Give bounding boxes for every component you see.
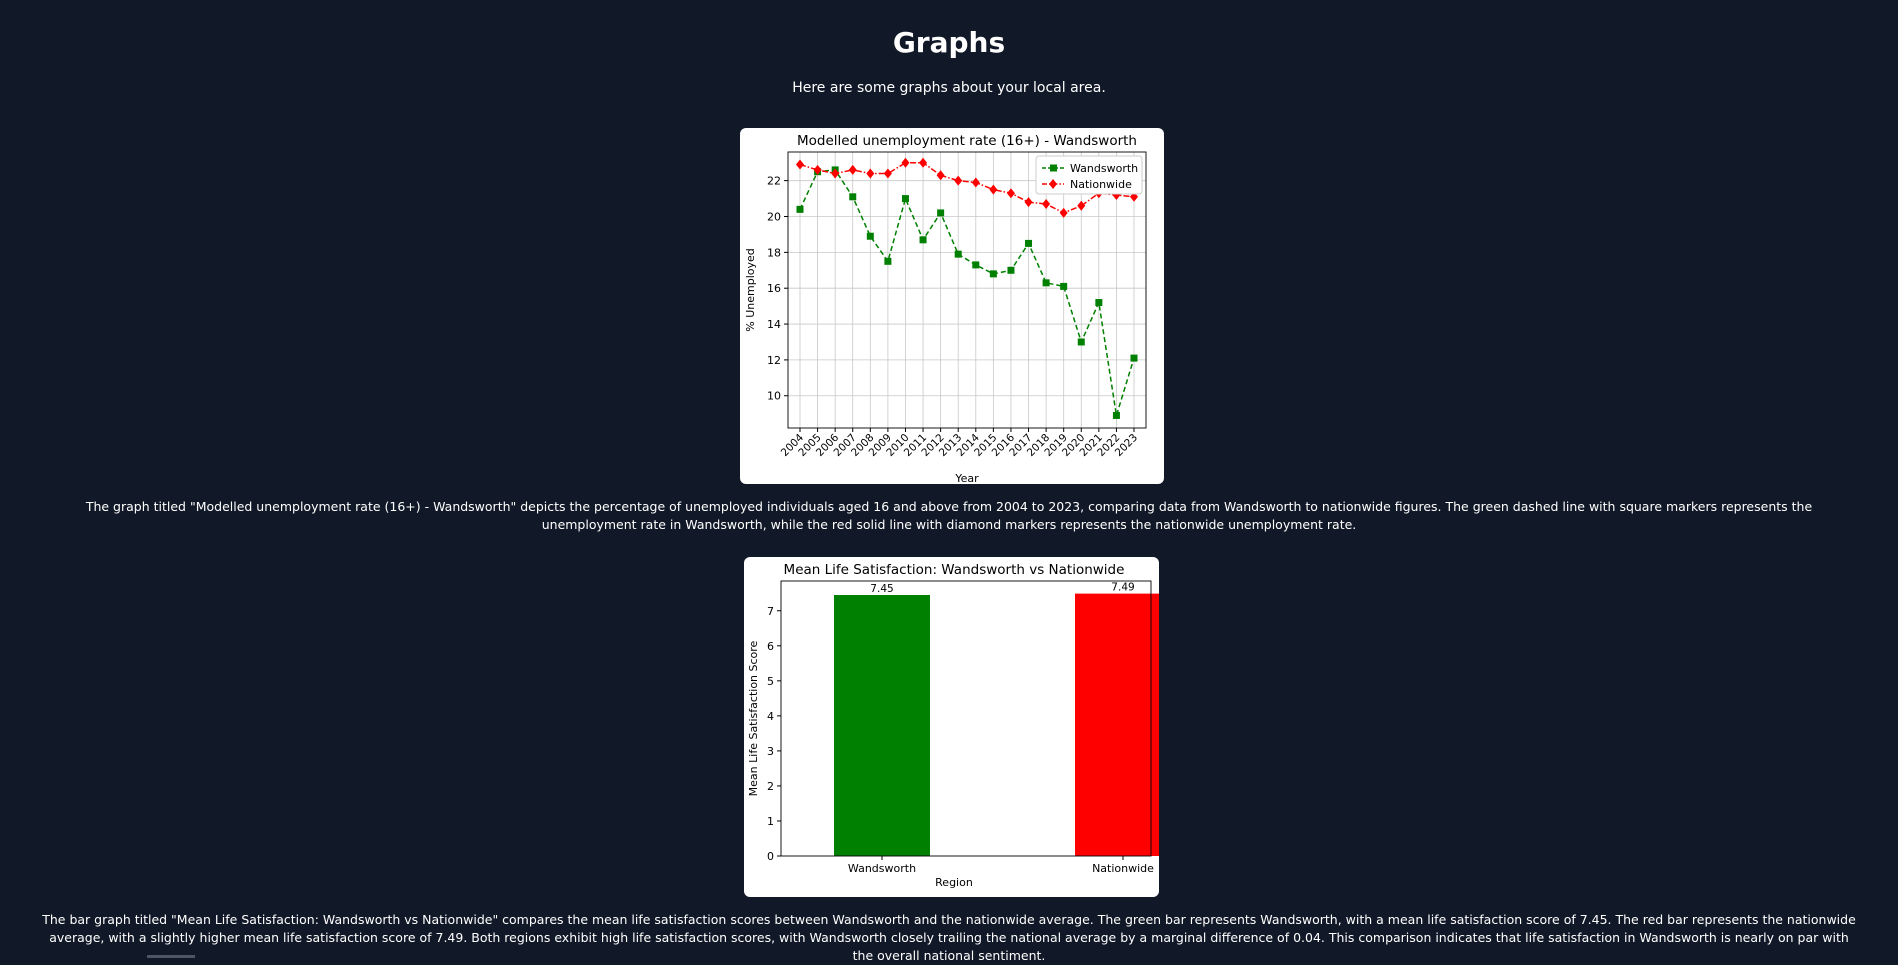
legend-marker-wandsworth [1050,164,1057,172]
y-tick-label: 16 [767,282,781,295]
legend-label-wandsworth: Wandsworth [1070,162,1138,175]
y-tick-label: 22 [767,175,781,188]
wandsworth-point [866,232,874,240]
unemployment-chart-description: The graph titled "Modelled unemployment … [85,499,1813,532]
wandsworth-point [1077,338,1085,346]
nationwide-point [971,177,980,188]
wandsworth-point [884,257,892,265]
y-axis-label: Mean Life Satisfaction Score [747,640,760,796]
chart-title: Modelled unemployment rate (16+) - Wands… [797,133,1137,149]
x-axis-label: Region [935,876,973,889]
nationwide-point [1006,188,1015,199]
nationwide-point [989,184,998,195]
nationwide-point [848,164,857,175]
nationwide-point [883,168,892,179]
legend-label-nationwide: Nationwide [1070,178,1132,191]
y-tick-label: 1 [767,815,774,828]
wandsworth-line [799,169,1135,416]
nationwide-point [813,164,822,175]
x-tick-label: Wandsworth [848,862,916,875]
nationwide-point [1130,191,1138,202]
legend-box [1035,155,1143,195]
life-satisfaction-chart-card: Mean Life Satisfaction: Wandsworth vs Na… [744,557,1159,897]
bar-wandsworth [834,595,930,856]
plot-frame [780,580,1152,857]
nationwide-point [1077,200,1086,211]
nationwide-point [901,157,910,168]
y-tick-label: 6 [767,640,774,653]
chart-title: Mean Life Satisfaction: Wandsworth vs Na… [784,562,1125,578]
wandsworth-point [989,270,997,278]
unemployment-chart-card: Modelled unemployment rate (16+) - Wands… [740,128,1164,484]
nationwide-point [1059,207,1068,218]
y-tick-label: 5 [767,675,774,688]
nationwide-point [936,170,945,181]
wandsworth-point [972,261,980,269]
page-subtitle: Here are some graphs about your local ar… [792,80,1106,96]
y-tick-label: 7 [767,605,774,618]
x-axis-label: Year [954,472,979,484]
page-title: Graphs [892,26,1006,59]
wandsworth-point [1042,279,1050,287]
nationwide-point [1042,198,1051,209]
y-tick-label: 18 [767,246,781,259]
y-tick-label: 0 [767,850,774,863]
bar-value-label-wandsworth: 7.45 [870,583,893,595]
y-tick-label: 14 [767,318,781,331]
y-tick-label: 20 [767,211,781,224]
wandsworth-point [901,195,909,203]
wandsworth-point [1025,239,1033,247]
y-tick-label: 2 [767,780,774,793]
nationwide-point [866,168,875,179]
wandsworth-point [1095,299,1103,307]
x-tick-label: Nationwide [1092,862,1154,875]
plot-frame [787,151,1147,429]
life-satisfaction-bar-chart: Mean Life Satisfaction: Wandsworth vs Na… [747,562,1159,889]
nationwide-point [1024,197,1033,208]
wandsworth-point [1007,266,1015,274]
wandsworth-point [1112,411,1120,419]
y-tick-label: 3 [767,745,774,758]
y-axis-label: % Unemployed [744,248,757,331]
nationwide-point [831,168,840,179]
wandsworth-point [1060,282,1068,290]
legend-marker-nationwide [1049,179,1057,189]
unemployment-line-chart: Modelled unemployment rate (16+) - Wands… [744,133,1147,484]
y-tick-label: 10 [767,390,781,403]
wandsworth-point [849,193,857,201]
nationwide-point [796,159,804,170]
wandsworth-point [937,209,945,217]
wandsworth-point [1130,354,1138,362]
wandsworth-point [796,205,804,213]
nationwide-point [954,175,963,186]
y-tick-label: 4 [767,710,774,723]
bar-value-label-nationwide: 7.49 [1111,582,1134,594]
wandsworth-point [954,250,962,258]
bar-nationwide [1075,593,1159,856]
wandsworth-point [919,236,927,244]
y-tick-label: 12 [767,354,781,367]
life-satisfaction-chart-description: The bar graph titled "Mean Life Satisfac… [42,912,1856,963]
nationwide-line [799,162,1135,214]
nationwide-point [919,157,928,168]
bottom-scroll-indicator [147,955,195,958]
